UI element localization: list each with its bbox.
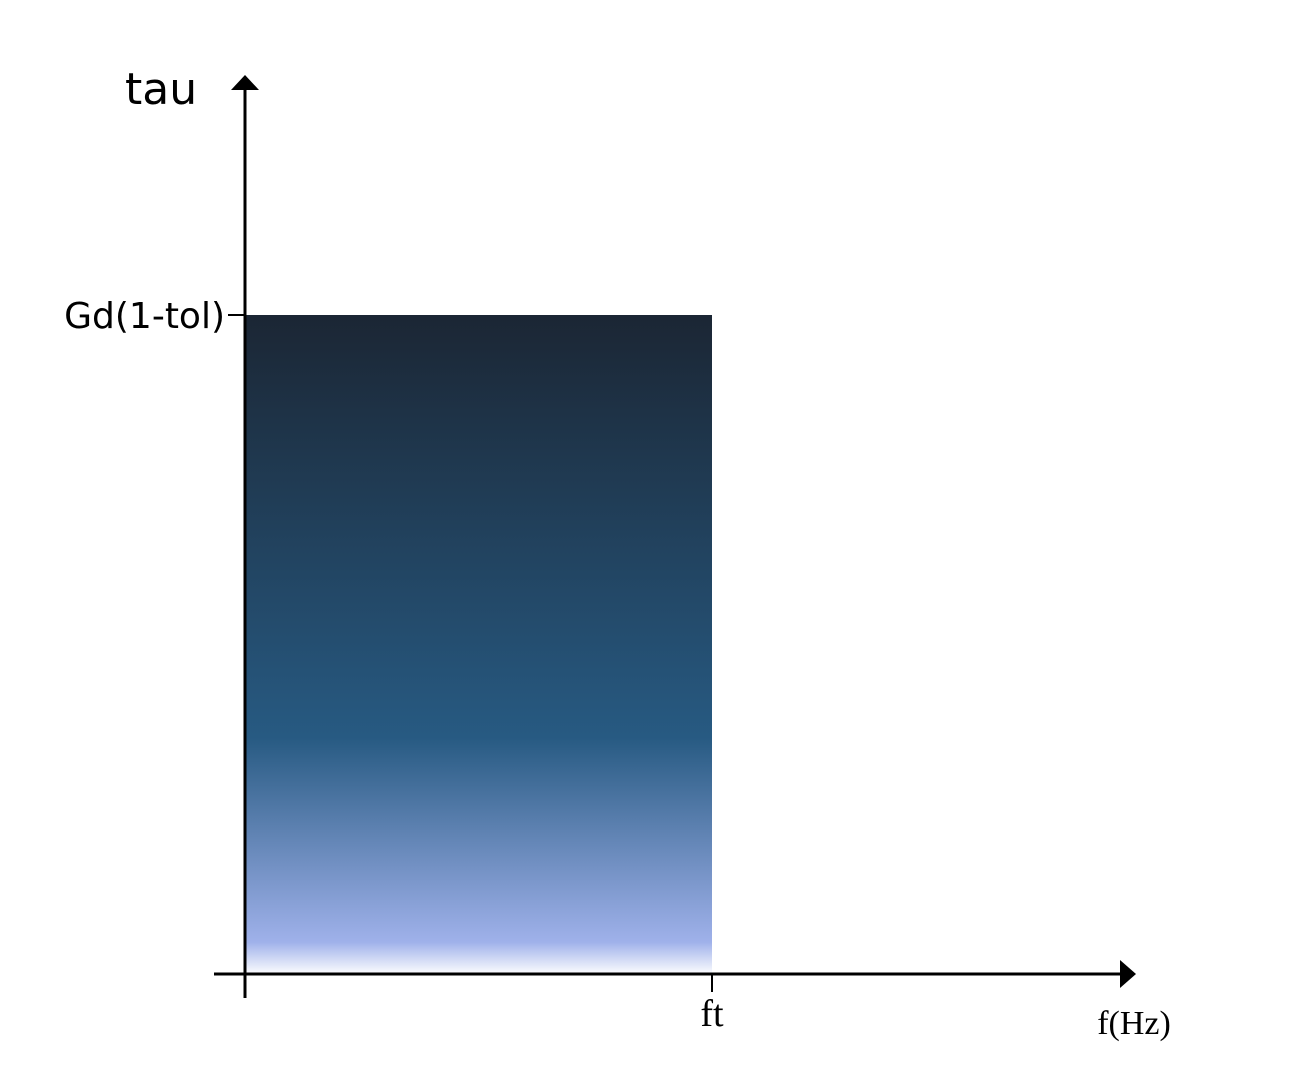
x-tick-label: ft	[700, 993, 724, 1035]
y-tick-label: Gd(1-tol)	[64, 296, 225, 337]
y-axis-arrow-icon	[231, 75, 259, 90]
shaded-region	[245, 315, 712, 975]
y-axis-label: tau	[125, 64, 197, 115]
x-axis-arrow-icon	[1120, 960, 1136, 988]
x-axis-label: f(Hz)	[1097, 1005, 1171, 1042]
